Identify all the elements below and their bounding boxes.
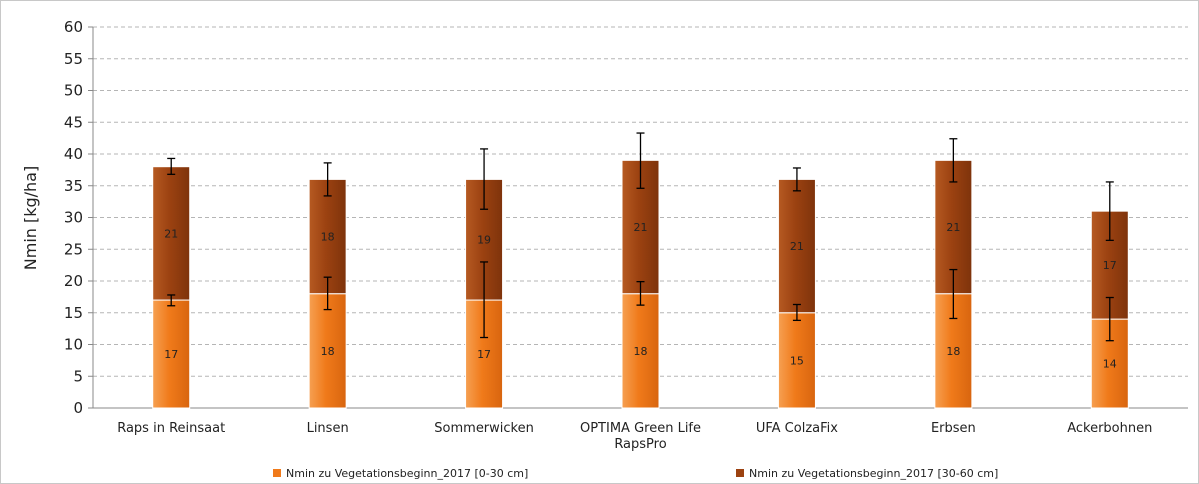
data-label: 17 xyxy=(164,348,178,361)
bars xyxy=(152,159,1129,409)
legend-label: Nmin zu Vegetationsbeginn_2017 [0-30 cm] xyxy=(286,467,528,480)
data-labels: 17 21 18 18 17 19 18 21 15 21 18 21 14 17 xyxy=(164,221,1117,371)
bar-segment xyxy=(308,178,347,295)
data-label: 17 xyxy=(477,348,491,361)
legend-swatch xyxy=(273,469,281,477)
data-label: 21 xyxy=(634,221,648,234)
y-tick-label: 40 xyxy=(64,145,83,163)
y-tick-label: 10 xyxy=(64,336,83,354)
gridlines xyxy=(93,26,1188,377)
y-tick-label: 20 xyxy=(64,272,83,290)
x-category-label: Raps in Reinsaat xyxy=(117,421,225,436)
bar-segment xyxy=(152,299,191,409)
data-label: 19 xyxy=(477,234,491,247)
error-bars xyxy=(167,132,1114,342)
y-tick-label: 60 xyxy=(64,18,83,36)
bar-segment xyxy=(308,293,347,409)
legend-swatch xyxy=(736,469,744,477)
x-category-label: Sommerwicken xyxy=(434,421,534,436)
data-label: 21 xyxy=(164,227,178,240)
data-label: 14 xyxy=(1103,358,1117,371)
y-tick-label: 5 xyxy=(73,367,83,385)
y-tick-label: 25 xyxy=(64,240,83,258)
bar-segment xyxy=(152,166,191,301)
data-label: 18 xyxy=(321,345,335,358)
y-tick-label: 45 xyxy=(64,113,83,131)
data-label: 21 xyxy=(790,240,804,253)
axes: 0 5 10 15 20 25 30 35 40 45 50 55 60 Raps in Reinsaat… xyxy=(64,18,1188,452)
bar-segment xyxy=(777,178,816,314)
y-tick-label: 50 xyxy=(64,82,83,100)
legend: Nmin zu Vegetationsbeginn_2017 [0-30 cm]… xyxy=(273,467,998,480)
x-category-label: OPTIMA Green Life RapsPro xyxy=(580,421,701,452)
legend-label: Nmin zu Vegetationsbeginn_2017 [30-60 cm… xyxy=(749,467,998,480)
y-tick-label: 35 xyxy=(64,177,83,195)
data-label: 21 xyxy=(946,221,960,234)
y-tick-label: 30 xyxy=(64,209,83,227)
x-category-label: Erbsen xyxy=(931,421,976,436)
y-tick-label: 15 xyxy=(64,304,83,322)
x-category-label: Ackerbohnen xyxy=(1067,421,1152,436)
y-tick-label: 55 xyxy=(64,50,83,68)
y-axis-label: Nmin [kg/ha] xyxy=(21,166,40,270)
data-label: 15 xyxy=(790,354,804,367)
data-label: 18 xyxy=(634,345,648,358)
x-category-label: Linsen xyxy=(307,421,349,436)
data-label: 17 xyxy=(1103,259,1117,272)
y-tick-label: 0 xyxy=(73,399,83,417)
data-label: 18 xyxy=(946,345,960,358)
x-category-label: UFA ColzaFix xyxy=(756,421,838,436)
data-label: 18 xyxy=(321,231,335,244)
